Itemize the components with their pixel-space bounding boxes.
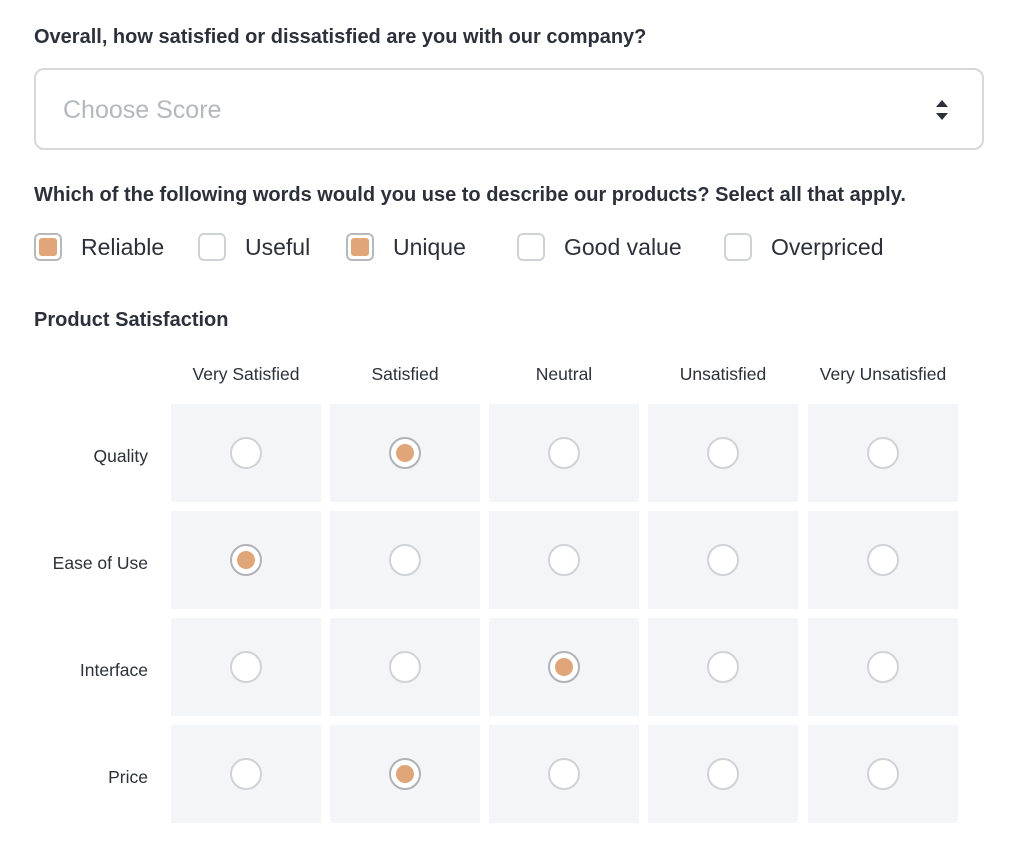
matrix-cell[interactable] (330, 618, 480, 716)
matrix-cell[interactable] (489, 404, 639, 502)
matrix-cell[interactable] (171, 725, 321, 823)
matrix-cell[interactable] (808, 511, 958, 609)
row-label: Price (108, 767, 148, 787)
satisfaction-radio[interactable] (707, 758, 739, 790)
matrix-cell[interactable] (808, 725, 958, 823)
satisfaction-radio[interactable] (867, 758, 899, 790)
option-label: Overpriced (771, 234, 884, 260)
matrix-cell[interactable] (171, 618, 321, 716)
matrix-cell[interactable] (330, 404, 480, 502)
matrix-cell[interactable] (489, 618, 639, 716)
option-label: Unique (393, 234, 466, 260)
matrix-cell[interactable] (489, 511, 639, 609)
satisfaction-radio[interactable] (548, 651, 580, 683)
matrix-cell[interactable] (808, 618, 958, 716)
score-select-placeholder: Choose Score (63, 96, 222, 124)
matrix-cell[interactable] (648, 511, 798, 609)
satisfaction-radio[interactable] (548, 544, 580, 576)
satisfaction-radio[interactable] (867, 437, 899, 469)
satisfaction-radio[interactable] (230, 544, 262, 576)
satisfaction-radio[interactable] (707, 544, 739, 576)
satisfaction-radio[interactable] (389, 651, 421, 683)
matrix-cell[interactable] (171, 404, 321, 502)
good-value-checkbox[interactable] (517, 233, 545, 261)
option-label: Useful (245, 234, 311, 260)
row-label: Quality (93, 446, 148, 466)
score-select[interactable]: Choose Score (34, 68, 984, 150)
option-label: Reliable (81, 234, 165, 260)
overpriced-checkbox[interactable] (724, 233, 752, 261)
option-label: Good value (564, 234, 682, 260)
matrix-cell[interactable] (648, 618, 798, 716)
matrix-cell[interactable] (808, 404, 958, 502)
satisfaction-radio[interactable] (867, 651, 899, 683)
satisfaction-radio[interactable] (867, 544, 899, 576)
satisfaction-radio[interactable] (230, 437, 262, 469)
satisfaction-radio[interactable] (389, 437, 421, 469)
select-arrows-icon (934, 97, 950, 123)
satisfaction-radio[interactable] (230, 651, 262, 683)
product-satisfaction-label: Product Satisfaction (34, 309, 229, 331)
words-question-label: Which of the following words would you u… (34, 184, 906, 206)
matrix-cell[interactable] (330, 511, 480, 609)
matrix-cell[interactable] (489, 725, 639, 823)
matrix-cell[interactable] (648, 404, 798, 502)
reliable-checkbox[interactable] (34, 233, 62, 261)
satisfaction-radio[interactable] (548, 437, 580, 469)
satisfaction-radio[interactable] (230, 758, 262, 790)
unique-checkbox[interactable] (346, 233, 374, 261)
satisfaction-radio[interactable] (389, 758, 421, 790)
row-label: Interface (79, 660, 148, 680)
matrix-cell[interactable] (648, 725, 798, 823)
matrix-cell[interactable] (171, 511, 321, 609)
overall-question-label: Overall, how satisfied or dissatisfied a… (34, 26, 647, 48)
matrix-cell[interactable] (330, 725, 480, 823)
column-header: Satisfied (371, 364, 439, 384)
column-header: Unsatisfied (679, 364, 767, 384)
row-label: Ease of Use (52, 553, 148, 573)
satisfaction-radio[interactable] (548, 758, 580, 790)
satisfaction-radio[interactable] (389, 544, 421, 576)
satisfaction-radio[interactable] (707, 437, 739, 469)
column-header: Very Unsatisfied (819, 364, 947, 384)
satisfaction-radio[interactable] (707, 651, 739, 683)
column-header: Very Satisfied (192, 364, 300, 384)
column-header: Neutral (535, 364, 593, 384)
useful-checkbox[interactable] (198, 233, 226, 261)
